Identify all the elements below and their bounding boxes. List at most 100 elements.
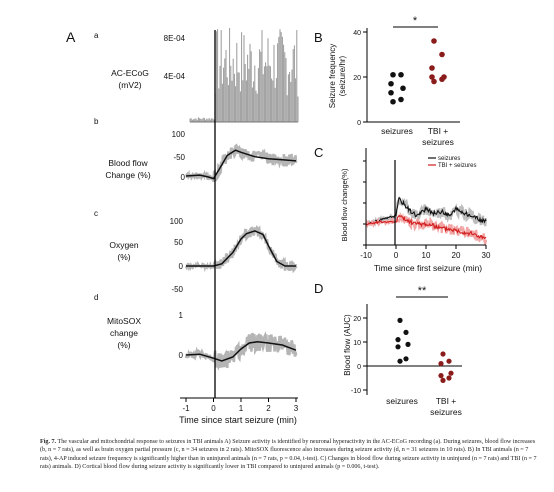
panel-B-ylabel-1: Seizure frequency: [328, 44, 337, 108]
panel-D-dot: [403, 329, 409, 335]
panel-D-dot: [448, 370, 454, 376]
panel-B-dots: [388, 38, 447, 105]
panel-A-x-tick-label: 1: [239, 404, 244, 413]
panel-D-y-tick-label: 20: [353, 316, 361, 323]
panel-C-line-1: [365, 214, 487, 240]
panel-C-x-tick-label: 30: [482, 251, 491, 260]
panel-C-x-tick-label: 20: [452, 251, 461, 260]
panel-B-dot: [390, 71, 396, 78]
trace-mean-line: [186, 230, 296, 267]
panel-D-ylabel: Blood flow (AUC): [343, 314, 352, 376]
oxygen-tick-0: 0: [179, 262, 184, 271]
sub-d-letter: d: [94, 293, 98, 302]
panel-C-letter: C: [314, 145, 323, 160]
panel-D-dot: [395, 344, 401, 350]
panel-D-y-tick-label: 10: [353, 340, 361, 347]
mitosox-label-3: (%): [117, 340, 130, 350]
panel-D-dot: [395, 337, 401, 343]
panel-B-dot: [431, 78, 437, 85]
panel-B-dot: [390, 98, 396, 105]
trace-mean-line: [185, 341, 297, 362]
panel-D-group-tbi-2: seizures: [430, 407, 462, 417]
legend-label-tbi: TBI + seizures: [438, 163, 477, 169]
blood-tick-0: 0: [181, 173, 186, 182]
mitosox-tick-0: 0: [179, 351, 184, 360]
panel-D-dot: [446, 375, 452, 381]
figure-7: A a b c d AC-ECoG (mV2) Blood flow Chang…: [66, 15, 491, 425]
panel-B-dot: [398, 96, 404, 103]
panel-D-dot: [440, 377, 446, 383]
oxygen-tick-50: 50: [174, 238, 183, 247]
mitosox-tick-1: 1: [179, 311, 184, 320]
panel-B-group-seizures: seizures: [381, 126, 413, 136]
trace-variability-band: [184, 331, 298, 371]
panel-B-y-tick-label: 20: [353, 75, 361, 82]
panel-B-group-tbi-1: TBI +: [428, 126, 449, 136]
blood-tick-100: 100: [172, 130, 186, 139]
ecog-label-1: AC-ECoG: [111, 68, 149, 78]
panel-B-letter: B: [314, 30, 323, 45]
panel-B-sig-star: *: [413, 15, 418, 27]
panel-D-group-seizures: seizures: [386, 396, 418, 406]
panel-B-dot: [388, 80, 394, 87]
panel-D-dot: [440, 351, 446, 357]
sub-a-letter: a: [94, 31, 99, 40]
mitosox-label-2: change: [110, 328, 138, 338]
panel-A-x-tick-label: 0: [211, 404, 216, 413]
panel-B-y-tick-label: 40: [353, 30, 361, 37]
panel-D-dot: [397, 358, 403, 364]
panel-D-dot: [405, 341, 411, 347]
panel-A-xlabel: Time since start seizure (min): [179, 415, 297, 425]
panel-B-y-tick-label: 0: [357, 120, 361, 127]
panel-C-x-ticks: -10 0 10 20 30: [360, 245, 491, 260]
panel-B-dot: [388, 89, 394, 96]
panel-D-dot: [438, 373, 444, 379]
panel-A-letter: A: [66, 29, 76, 45]
blood-label-2: Change (%): [105, 170, 151, 180]
panel-C-traces: [364, 195, 488, 245]
panel-D-dot: [438, 361, 444, 367]
panel-D-sig-stars: **: [418, 285, 427, 297]
blood-label-1: Blood flow: [108, 158, 148, 168]
trace-variability-band: [184, 224, 298, 274]
panel-B-dot: [400, 85, 406, 92]
trace-variability-band: [185, 143, 298, 183]
panel-D-dot: [446, 358, 452, 364]
mitosox-trace: [184, 331, 298, 371]
panel-B-y-ticks: 40 20 0: [353, 30, 367, 127]
panel-D-dots: [395, 317, 454, 383]
panel-A-x-tick-label: 2: [266, 404, 271, 413]
panel-A-x-tick-label: -1: [182, 404, 190, 413]
panel-B-group-tbi-2: seizures: [422, 137, 454, 147]
ecog-label-2: (mV2): [118, 80, 141, 90]
oxygen-trace: [184, 224, 298, 274]
panel-D-y-ticks: 20 10 0 -10: [351, 316, 367, 395]
panel-C-x-tick-label: 10: [422, 251, 431, 260]
panel-B-dot: [439, 76, 445, 83]
panel-D-group-tbi-1: TBI +: [436, 396, 457, 406]
panel-B-ylabel-2: (seizure/hr): [338, 55, 347, 96]
panel-D-dot: [403, 356, 409, 362]
panel-C-x-tick-label: 0: [394, 251, 399, 260]
blood-tick-50: -50: [173, 153, 185, 162]
panel-B-dot: [429, 74, 435, 80]
caption-text: The vascular and mitochondrial response …: [40, 439, 537, 470]
oxygen-label-2: (%): [117, 252, 130, 262]
panel-D-dot: [397, 317, 403, 323]
figure-caption: Fig. 7. The vascular and mitochondrial r…: [40, 438, 540, 471]
panel-C-xlabel: Time since first seizure (min): [374, 263, 482, 273]
trace-mean-line: [185, 149, 297, 180]
panel-D-y-tick-label: 0: [357, 364, 361, 371]
blood-flow-trace: [185, 143, 298, 183]
mitosox-label-1: MitoSOX: [107, 316, 141, 326]
panel-C-line-0: [365, 197, 487, 226]
sub-b-letter: b: [94, 117, 99, 126]
oxygen-tick-100: 100: [170, 217, 184, 226]
oxygen-label-1: Oxygen: [109, 240, 139, 250]
panel-D-letter: D: [314, 281, 323, 296]
panel-A-x-tick-label: 3: [294, 404, 299, 413]
panel-B-dot: [439, 51, 445, 58]
panel-D-y-tick-label: -10: [351, 388, 361, 395]
panel-B-dot: [429, 65, 435, 71]
ecog-trace: [189, 28, 299, 123]
